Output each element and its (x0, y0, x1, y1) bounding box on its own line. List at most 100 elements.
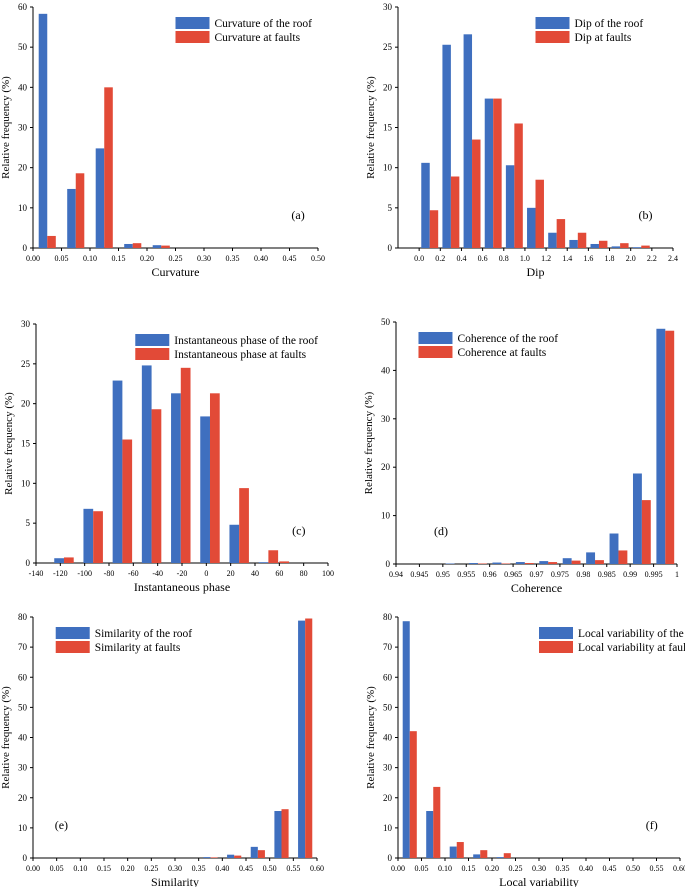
x-tick-label: 0.35 (226, 254, 240, 263)
legend-label-faults: Similarity at faults (95, 642, 181, 654)
bar-faults (305, 618, 313, 858)
y-axis-label: Relative frequency (%) (0, 686, 12, 789)
y-tick-label: 60 (18, 2, 28, 12)
bar-faults (472, 139, 481, 248)
y-tick-label: 10 (381, 511, 391, 521)
x-tick-label: 80 (300, 569, 308, 578)
y-tick-label: 15 (21, 439, 31, 449)
legend-swatch-roof (55, 627, 90, 639)
x-tick-label: 0.20 (140, 254, 154, 263)
x-tick-label: 0.98 (576, 570, 590, 579)
x-axis-label: Instantaneous phase (134, 580, 230, 594)
y-tick-label: 50 (18, 42, 28, 52)
y-tick-label: 5 (26, 518, 31, 528)
bar-faults (239, 488, 249, 563)
y-tick-label: 25 (21, 359, 31, 369)
legend-swatch-faults (55, 641, 90, 653)
bar-roof (473, 854, 481, 858)
bar-roof (83, 508, 94, 563)
y-tick-label: 10 (21, 478, 31, 488)
bar-roof (426, 811, 434, 858)
panel-label: (e) (55, 818, 68, 832)
legend-swatch-faults (418, 346, 453, 358)
x-tick-label: -40 (152, 569, 163, 578)
y-tick-label: 20 (383, 793, 393, 803)
panel-label: (a) (291, 208, 304, 222)
x-tick-label: 0.50 (263, 864, 277, 873)
x-tick-label: 0.00 (391, 864, 405, 873)
y-tick-label: 40 (381, 365, 391, 375)
bar-faults (209, 393, 220, 563)
y-tick-label: 15 (383, 123, 393, 133)
y-tick-label: 30 (383, 763, 393, 773)
bar-faults (104, 87, 113, 248)
x-tick-label: 0.00 (26, 864, 40, 873)
bar-roof (632, 247, 642, 248)
y-tick-label: 20 (18, 793, 28, 803)
x-tick-label: 0.45 (283, 254, 297, 263)
y-axis-label: Relative frequency (%) (363, 391, 375, 494)
x-tick-label: 0.60 (310, 864, 324, 873)
x-tick-label: 2.0 (626, 254, 636, 263)
bar-roof (463, 34, 473, 249)
chart-panel-f: 0 10 20 30 40 50 60 70 80 0.00 0.05 0.10 0.15 0.20 0.2… (365, 612, 685, 887)
bar-roof (112, 380, 123, 563)
bar-faults (180, 367, 191, 563)
bar-roof (492, 562, 502, 564)
x-tick-label: 0.965 (504, 570, 522, 579)
bar-roof (421, 162, 430, 248)
x-tick-label: 0.94 (389, 570, 403, 579)
bar-faults (450, 176, 460, 248)
bar-faults (556, 219, 566, 248)
x-tick-label: 0 (204, 569, 208, 578)
y-tick-label: 0 (23, 243, 28, 253)
y-tick-label: 30 (18, 123, 28, 133)
legend: Instantaneous phase of the roof Instantan… (135, 334, 318, 361)
x-tick-label: 0.40 (579, 864, 593, 873)
chart-panel-c: 0 5 10 15 20 25 30 -140 -120 -100 -80 -60 -40 -20 0 20 4… (3, 319, 334, 594)
legend-label-faults: Local variability at faults (578, 642, 685, 654)
bar-faults (620, 243, 629, 248)
bar-faults (514, 123, 523, 248)
bar-roof (38, 13, 48, 248)
x-tick-label: 0.05 (50, 864, 64, 873)
y-tick-label: 30 (383, 2, 393, 12)
x-tick-label: 0.985 (598, 570, 616, 579)
bar-faults (257, 850, 265, 858)
bar-roof (609, 533, 619, 564)
bar-faults (93, 511, 103, 563)
x-tick-label: 0.8 (499, 254, 509, 263)
x-tick-label: 0.20 (485, 864, 499, 873)
bar-faults (409, 731, 417, 858)
chart-panel-d: 0 10 20 30 40 50 0.94 0.945 0.95 0.955 0.96 0.965 0.… (363, 317, 679, 595)
x-tick-label: 20 (227, 569, 235, 578)
bar-roof (548, 232, 557, 248)
legend: Curvature of the roof Curvature at faults (175, 17, 312, 44)
bar-faults (433, 786, 441, 858)
x-tick-label: 0.15 (112, 254, 126, 263)
panel-label: (f) (646, 818, 658, 832)
y-tick-label: 20 (21, 399, 31, 409)
bar-roof (590, 243, 599, 248)
y-tick-label: 0 (386, 559, 391, 569)
y-tick-label: 80 (383, 612, 393, 622)
x-tick-label: -140 (29, 569, 44, 578)
legend-swatch-roof (418, 332, 453, 344)
bar-roof (469, 563, 478, 564)
x-tick-label: 0.4 (456, 254, 466, 263)
y-tick-label: 30 (381, 414, 391, 424)
bar-faults (210, 857, 218, 858)
bar-faults (598, 240, 608, 248)
panel-label: (d) (434, 524, 448, 538)
bar-roof (171, 393, 181, 563)
legend-swatch-roof (539, 627, 573, 639)
x-tick-label: 60 (275, 569, 283, 578)
x-tick-label: 0.25 (169, 254, 183, 263)
legend-swatch-roof (175, 17, 210, 29)
x-tick-label: 0.30 (168, 864, 182, 873)
legend-label-faults: Curvature at faults (215, 32, 301, 44)
x-tick-label: -80 (104, 569, 115, 578)
bar-faults (47, 235, 56, 248)
panel-label: (b) (639, 208, 653, 222)
